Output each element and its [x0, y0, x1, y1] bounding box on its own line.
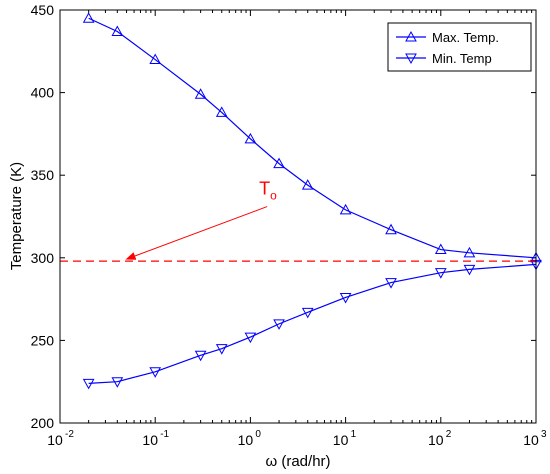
data-point: [149, 367, 162, 378]
x-tick-label: 10 1: [333, 429, 357, 448]
x-tick-label: 10 -1: [142, 429, 169, 448]
x-tick-label-exponent: 1: [351, 429, 357, 440]
y-tick-label: 200: [31, 415, 55, 431]
x-tick-label: 10 -2: [47, 429, 74, 448]
legend-label: Min. Temp: [432, 51, 492, 66]
x-tick-label-exponent: -1: [160, 429, 169, 440]
data-point: [273, 319, 285, 330]
series-line: [88, 17, 537, 259]
x-tick-label-base: 10: [523, 432, 539, 448]
y-tick-label: 450: [31, 2, 55, 18]
y-tick-label: 300: [31, 250, 55, 266]
data-point: [434, 243, 447, 255]
series-max-temp: [82, 12, 542, 263]
data-point: [301, 307, 314, 319]
legend-entry: Max. Temp.: [396, 30, 499, 45]
data-point: [149, 53, 162, 65]
legend-entry: Min. Temp: [396, 51, 492, 66]
x-axis-title: ω (rad/hr): [265, 453, 330, 470]
data-point: [215, 344, 228, 355]
legend-marker: [405, 30, 417, 42]
annotation-label: T: [259, 179, 270, 199]
data-point: [194, 88, 207, 99]
legend: Max. Temp. Min. Temp: [387, 22, 532, 72]
plot-area: [60, 10, 536, 423]
legend-box: [387, 22, 532, 72]
data-point: [215, 106, 228, 117]
x-tick-label-exponent: 2: [446, 429, 452, 440]
data-point: [385, 223, 397, 235]
x-tick-label-exponent: 3: [541, 429, 547, 440]
x-tick-label: 10 0: [238, 429, 262, 448]
x-tick-label-exponent: 0: [255, 429, 261, 440]
data-point: [82, 378, 95, 390]
y-tick-label: 400: [31, 85, 55, 101]
series-line: [88, 263, 537, 384]
y-tick-label: 350: [31, 167, 55, 183]
data-point: [339, 203, 352, 215]
annotation-subscript: o: [270, 189, 277, 203]
data-point: [339, 292, 352, 304]
x-tick-label-base: 10: [238, 432, 254, 448]
data-point: [434, 268, 447, 279]
x-tick-label-base: 10: [428, 432, 444, 448]
data-point: [273, 157, 285, 169]
x-tick-label-base: 10: [333, 432, 349, 448]
y-tick-label: 250: [31, 332, 55, 348]
data-point: [244, 332, 257, 344]
legend-label: Max. Temp.: [432, 30, 499, 45]
plot-frame: [59, 9, 537, 424]
data-point: [301, 179, 314, 190]
data-point: [194, 350, 207, 362]
x-tick-label-base: 10: [142, 432, 158, 448]
x-tick-label: 10 3: [523, 429, 547, 448]
legend-marker: [405, 53, 417, 65]
data-point: [244, 132, 257, 144]
annotation-arrow: [125, 206, 268, 260]
series-layer: [82, 12, 542, 390]
data-point: [463, 264, 476, 276]
x-tick-label: 10 2: [428, 429, 452, 448]
data-point: [463, 246, 476, 258]
x-tick-label-exponent: -2: [65, 429, 74, 440]
data-point: [385, 278, 397, 289]
data-point: [82, 12, 95, 23]
data-point: [111, 377, 124, 388]
y-axis-title: Temperature (K): [8, 162, 25, 270]
x-tick-label-base: 10: [47, 432, 63, 448]
data-point: [111, 25, 124, 36]
